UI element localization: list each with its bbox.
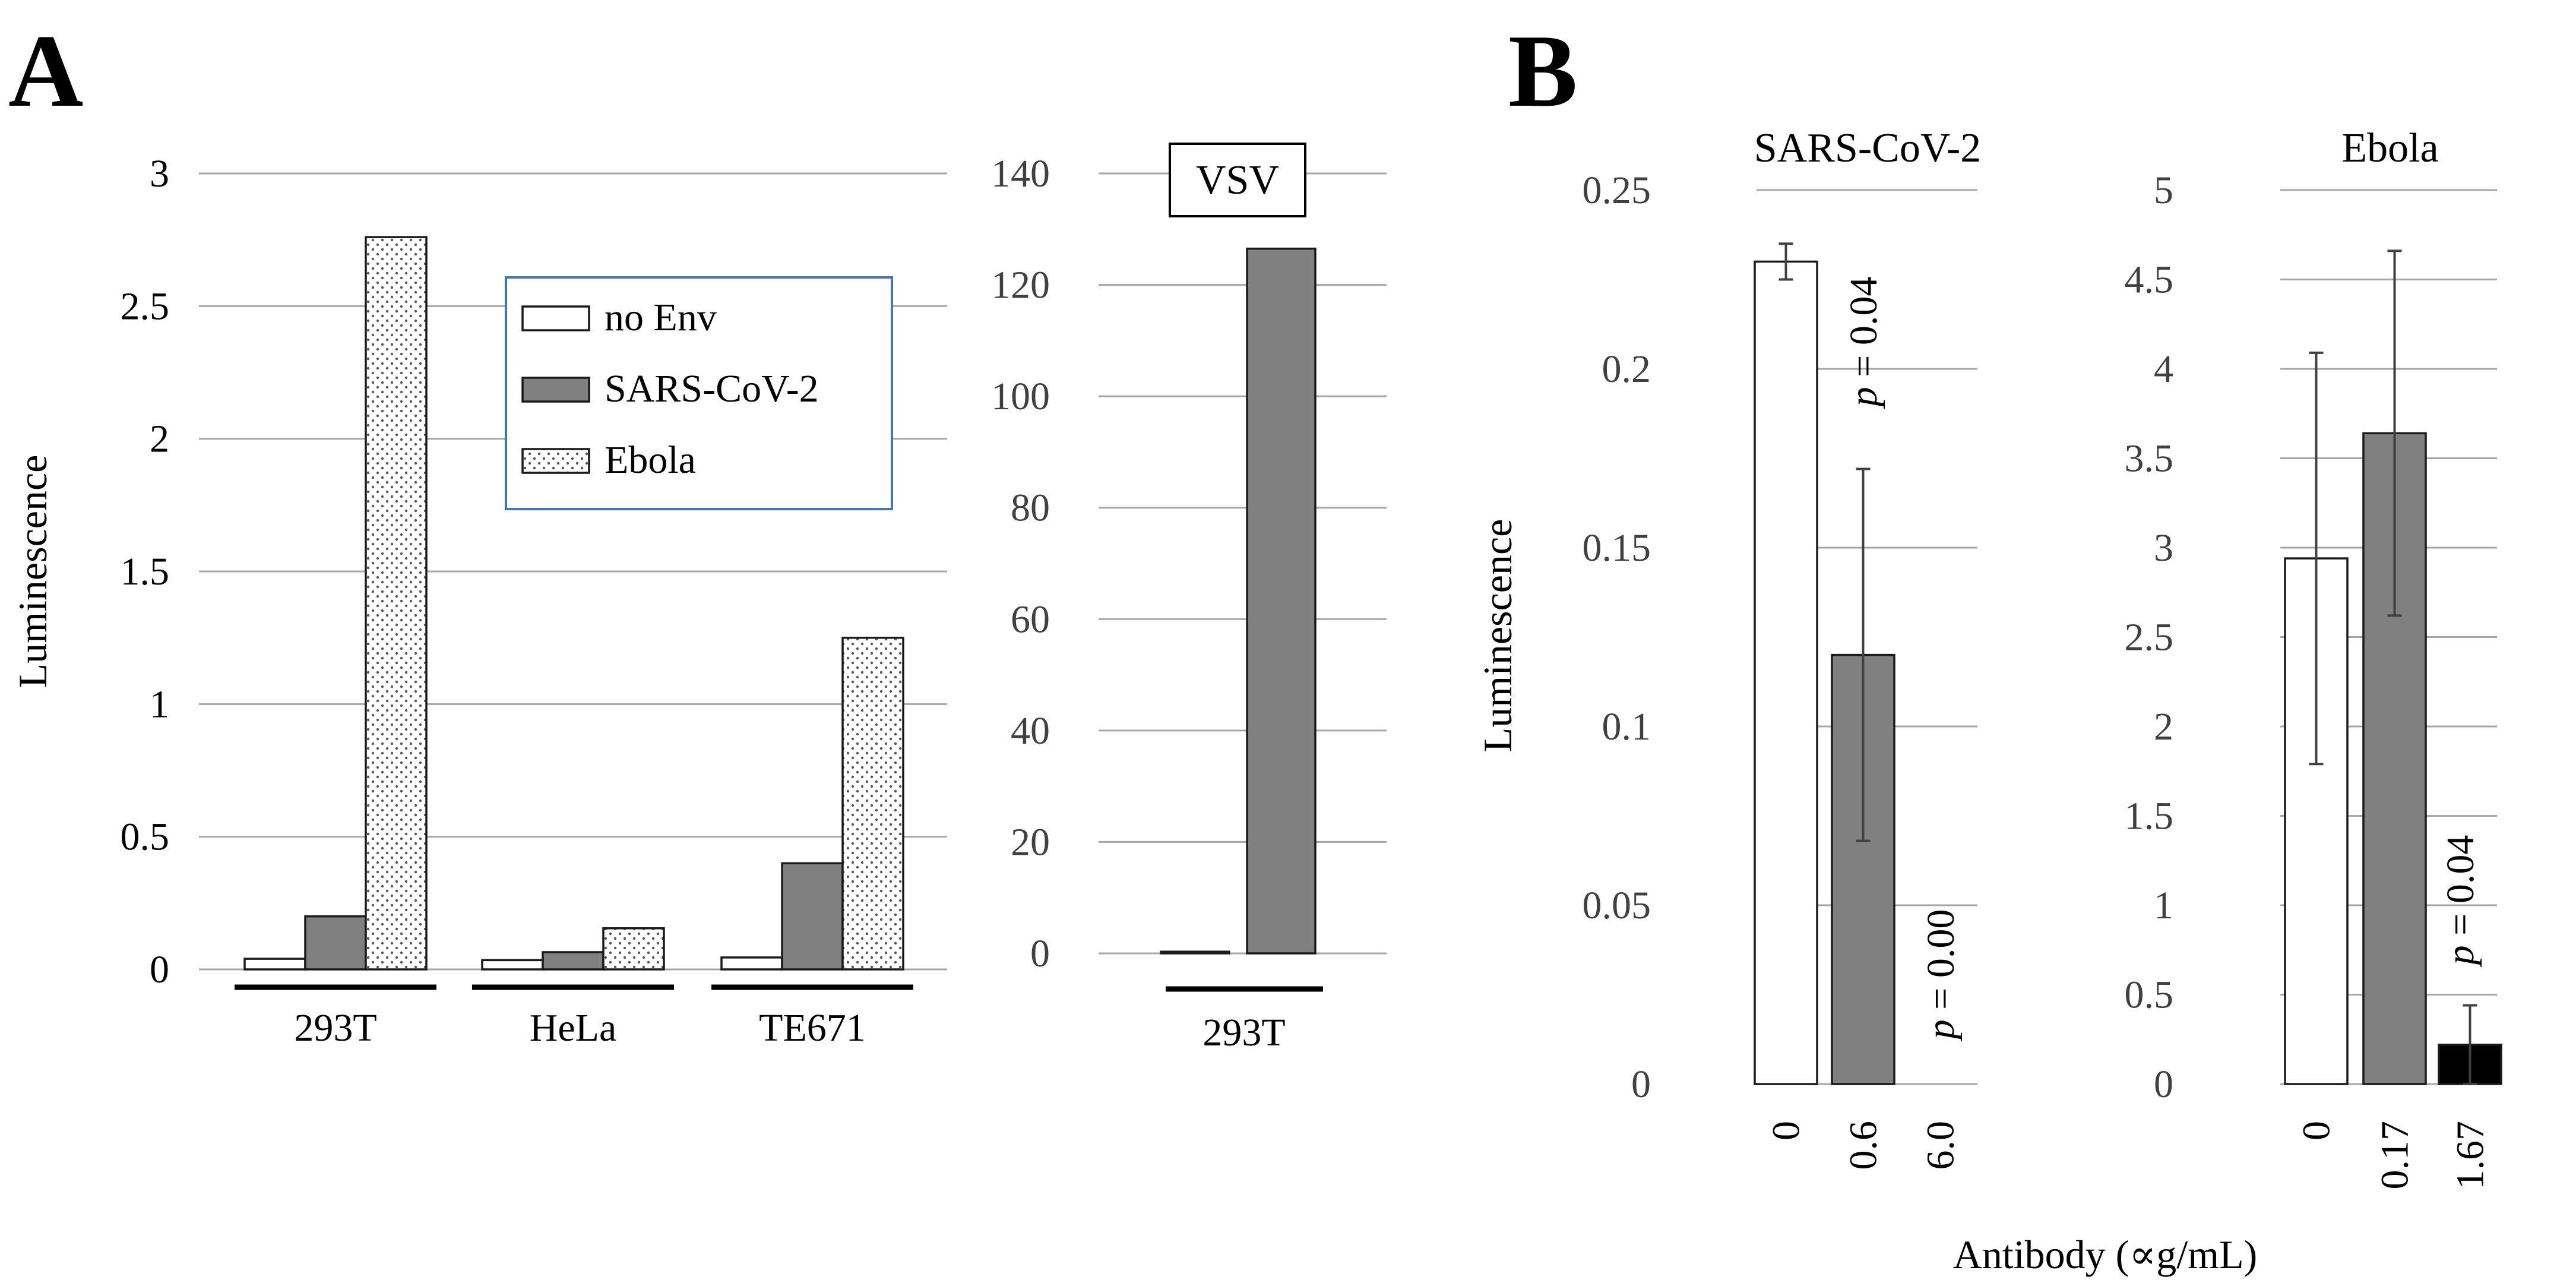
legend-label-no-env: no Env: [605, 296, 717, 339]
x-tick-label-293t: 293T: [294, 1006, 376, 1050]
x-tick-label-0: 0: [1765, 1121, 1808, 1140]
chart-b-right-y-tick-label: 5: [2154, 169, 2173, 212]
a-right-y-tick-label: 0: [1030, 932, 1050, 975]
chart-b-right-y-tick-label: 3.5: [2125, 437, 2174, 481]
chart-a-luminescence-cell-lines: 0 0.5 1 1.5 2 2.5 3 293T HeLa TE671 Luminescence: [10, 152, 947, 1050]
x-tick-label-0-17: 0.17: [2374, 1121, 2417, 1190]
y-axis-label: Luminescence: [10, 455, 55, 688]
bar-293t-no-env: [243, 958, 306, 971]
chart-b-sars-cov-2: 0 0.05 0.1 0.15 0.2 0.25 SARS-CoV-2 0 0.6 p = 0.0…: [1475, 125, 1981, 1170]
bar-293t-vsv: [1246, 247, 1317, 955]
bar-293t-no-env: [1160, 950, 1230, 955]
a-right-y-tick-label: 120: [991, 264, 1050, 307]
a-right-y-tick-label: 140: [991, 152, 1050, 195]
legend-swatch-ebola: [521, 448, 590, 474]
a-left-y-tick-label: 3: [150, 152, 169, 195]
x-tick-label-293t: 293T: [1202, 1011, 1285, 1054]
vsv-title: VSV: [1196, 157, 1279, 203]
chart-b-right-y-tick-label: 3: [2154, 526, 2173, 570]
chart-b-left-y-tick-label: 0.1: [1602, 705, 1651, 748]
a-right-y-tick-label: 60: [1011, 598, 1050, 641]
legend-swatch-sars-cov-2: [521, 377, 590, 403]
x-tick-label-1-67: 1.67: [2449, 1121, 2492, 1190]
chart-b-right-y-tick-label: 0.5: [2125, 974, 2174, 1017]
chart-b-right-title: Ebola: [2341, 125, 2438, 171]
a-left-y-tick-label: 2: [150, 418, 169, 461]
x-tick-label-0-6: 0.6: [1842, 1121, 1885, 1170]
chart-b-ebola: 0 0.5 1 1.5 2 2.5 3 3.5 4 4.5 5 Ebola 0 0.17 1.67 p = 0…: [2125, 125, 2502, 1190]
a-right-y-tick-label: 20: [1011, 820, 1050, 864]
chart-b-left-y-tick-label: 0.2: [1602, 347, 1651, 391]
chart-b-right-y-tick-label: 1.5: [2125, 795, 2174, 838]
chart-b-right-y-tick-label: 2.5: [2125, 616, 2174, 659]
chart-b-right-y-tick-label: 4.5: [2125, 258, 2174, 302]
chart-b-right-y-tick-label: 0: [2154, 1063, 2173, 1106]
legend-label-ebola: Ebola: [605, 438, 696, 482]
bar-293t-ebola: [365, 236, 428, 971]
p-value-annotation-0-6: p = 0.04: [1842, 277, 1885, 409]
panel-label-b: B: [1508, 13, 1578, 128]
p-value-annotation-6-0: p = 0.00: [1919, 909, 1963, 1042]
a-left-y-tick-label: 1: [150, 683, 169, 726]
chart-b-left-y-tick-label: 0.15: [1583, 526, 1651, 570]
x-tick-label-hela: HeLa: [530, 1006, 617, 1050]
a-left-y-tick-label: 1.5: [121, 550, 170, 593]
chart-b-right-y-tick-label: 2: [2154, 705, 2173, 748]
legend-label-sars-cov-2: SARS-CoV-2: [605, 367, 819, 410]
x-tick-label-0: 0: [2295, 1121, 2338, 1140]
chart-b-left-y-tick-label: 0.05: [1583, 884, 1651, 927]
x-tick-label-te671: TE671: [759, 1006, 866, 1050]
a-right-y-tick-label: 80: [1011, 486, 1050, 530]
panel-label-a: A: [8, 13, 83, 128]
chart-a-vsv: 0 20 40 60 80 100 120 140 293T VSV: [991, 143, 1387, 1054]
y-axis-label: Luminescence: [1475, 519, 1520, 753]
a-right-y-tick-label: 100: [991, 375, 1050, 418]
a-left-y-tick-label: 0.5: [121, 816, 170, 859]
chart-b-right-y-tick-label: 1: [2154, 884, 2173, 927]
bar-293t-sars-cov-2: [304, 915, 367, 971]
p-value-annotation-1-67: p = 0.04: [2439, 835, 2482, 968]
chart-b-left-title: SARS-CoV-2: [1754, 125, 1982, 171]
a-left-y-tick-label: 2.5: [121, 285, 170, 328]
chart-b-left-y-tick-label: 0.25: [1583, 169, 1651, 212]
chart-b-right-y-tick-label: 4: [2154, 347, 2173, 391]
bar-te671-no-env: [720, 956, 783, 971]
x-axis-label-antibody: Antibody (∝g/mL): [1953, 1232, 2258, 1277]
bar-te671-ebola: [841, 636, 904, 971]
x-tick-label-6-0: 6.0: [1919, 1121, 1963, 1170]
bar-te671-sars-cov-2: [781, 862, 844, 971]
a-left-y-tick-label: 0: [150, 948, 169, 991]
bar-hela-ebola: [602, 927, 665, 971]
vsv-title-box: [1169, 143, 1306, 217]
chart-b-left-y-tick-label: 0: [1631, 1063, 1651, 1106]
legend: no Env SARS-CoV-2 Ebola: [505, 276, 893, 510]
bar-hela-no-env: [481, 959, 544, 971]
a-right-y-tick-label: 40: [1011, 709, 1050, 753]
bar-0: [1754, 260, 1818, 1085]
bar-hela-sars-cov-2: [542, 951, 605, 971]
legend-swatch-no-env: [521, 305, 590, 331]
